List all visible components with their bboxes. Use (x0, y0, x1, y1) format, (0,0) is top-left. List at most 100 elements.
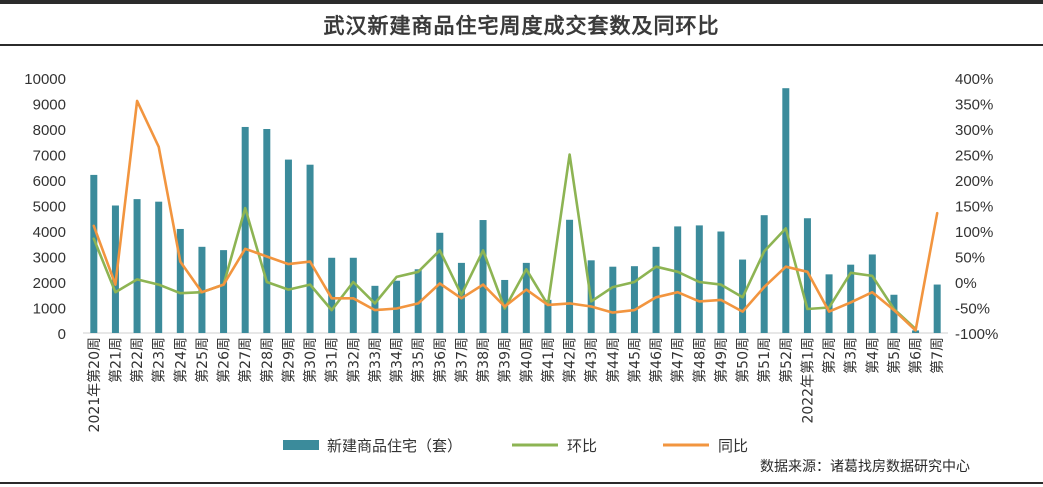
y-left-tick-label: 0 (58, 326, 66, 343)
bar (717, 231, 725, 333)
x-tick-label: 第45周 (626, 337, 643, 383)
legend-label: 新建商品住宅（套） (327, 437, 462, 455)
y-left-tick-label: 1000 (33, 301, 66, 318)
x-tick-label: 第43周 (583, 337, 600, 383)
x-tick-label: 第35周 (410, 337, 427, 383)
bar (760, 215, 768, 333)
legend-swatch-bar (283, 440, 319, 450)
x-tick-label: 第22周 (129, 337, 146, 383)
x-tick-label: 第24周 (172, 337, 189, 383)
x-tick-label: 第37周 (453, 337, 470, 383)
bar (263, 129, 271, 333)
y-right-tick-label: 100% (955, 224, 993, 241)
bar (847, 264, 855, 333)
source-note: 数据来源：诸葛找房数据研究中心 (760, 459, 970, 475)
x-tick-label: 第27周 (237, 337, 254, 383)
x-tick-label: 第41周 (540, 337, 557, 383)
y-left-tick-label: 8000 (33, 122, 66, 139)
bar (695, 225, 703, 333)
bar (674, 226, 682, 333)
x-tick-label: 第51周 (756, 337, 773, 383)
bar (414, 269, 422, 333)
x-tick-label: 第2周 (821, 337, 838, 374)
x-tick-label: 第40周 (518, 337, 535, 383)
bar (198, 246, 206, 333)
y-right-tick-label: 200% (955, 173, 993, 190)
legend-label: 同比 (718, 437, 748, 455)
chart-title: 武汉新建商品住宅周度成交套数及同环比 (323, 13, 720, 38)
bar (133, 199, 141, 333)
y-right-tick-label: 300% (955, 122, 993, 139)
bottom-border (0, 482, 1043, 484)
x-tick-label: 第21周 (107, 337, 124, 383)
bar (912, 330, 920, 333)
bar (782, 88, 790, 333)
y-right-tick-label: 350% (955, 97, 993, 114)
y-left-tick-label: 6000 (33, 173, 66, 190)
x-tick-label: 第5周 (886, 337, 903, 374)
x-tick-label: 第47周 (670, 337, 687, 383)
x-tick-label: 第32周 (345, 337, 362, 383)
y-right-tick-label: -100% (955, 326, 998, 343)
y-left-tick-label: 5000 (33, 199, 66, 216)
y-left-tick-label: 4000 (33, 224, 66, 241)
bar (630, 266, 638, 333)
x-tick-label: 第6周 (908, 337, 925, 374)
bar (890, 294, 898, 333)
x-tick-label: 第26周 (216, 337, 233, 383)
title-divider (0, 44, 1043, 46)
y-left-tick-label: 9000 (33, 97, 66, 114)
x-tick-label: 2022年第1周 (799, 337, 816, 424)
y-right-tick-label: 150% (955, 199, 993, 216)
x-tick-label: 第30周 (302, 337, 319, 383)
bar (176, 228, 184, 333)
x-tick-label: 第7周 (929, 337, 946, 374)
legend-label: 环比 (567, 437, 597, 455)
bar (111, 205, 119, 333)
bar (328, 257, 336, 333)
y-left-tick-label: 10000 (24, 71, 66, 88)
x-tick-label: 第36周 (432, 337, 449, 383)
x-tick-label: 第33周 (367, 337, 384, 383)
y-left-tick-label: 2000 (33, 275, 66, 292)
y-left-tick-label: 3000 (33, 250, 66, 267)
bar (825, 274, 833, 333)
series-line-tongbi (92, 99, 939, 332)
x-tick-label: 第44周 (605, 337, 622, 383)
x-tick-label: 第3周 (843, 337, 860, 374)
y-right-tick-label: -50% (955, 301, 990, 318)
bar (393, 280, 401, 333)
bar (479, 220, 487, 333)
x-tick-label: 第46周 (648, 337, 665, 383)
bar (306, 164, 314, 333)
y-right-tick-label: 250% (955, 148, 993, 165)
x-tick-label: 第42周 (562, 337, 579, 383)
x-tick-label: 第50周 (735, 337, 752, 383)
x-tick-label: 第52周 (778, 337, 795, 383)
bar (544, 299, 552, 333)
x-tick-label: 第31周 (324, 337, 341, 383)
bar (933, 284, 941, 333)
y-right-tick-label: 50% (955, 250, 985, 267)
bar (284, 159, 292, 333)
bar (566, 219, 574, 333)
bar (803, 218, 811, 333)
x-tick-label: 第28周 (259, 337, 276, 383)
bar (609, 266, 617, 333)
bar (522, 262, 530, 333)
series-line-huanbi (92, 153, 917, 331)
bar (90, 174, 98, 333)
bar (220, 250, 228, 333)
bar (241, 126, 249, 334)
x-tick-label: 第49周 (713, 337, 730, 383)
x-tick-label: 2021年第20周 (86, 337, 103, 432)
y-right-tick-label: 400% (955, 71, 993, 88)
x-tick-label: 第34周 (389, 337, 406, 383)
x-tick-label: 第23周 (151, 337, 168, 383)
y-left-tick-label: 7000 (33, 148, 66, 165)
bar (652, 246, 660, 333)
x-tick-label: 第29周 (280, 337, 297, 383)
y-right-tick-label: 0% (955, 275, 977, 292)
x-tick-label: 第25周 (194, 337, 211, 383)
